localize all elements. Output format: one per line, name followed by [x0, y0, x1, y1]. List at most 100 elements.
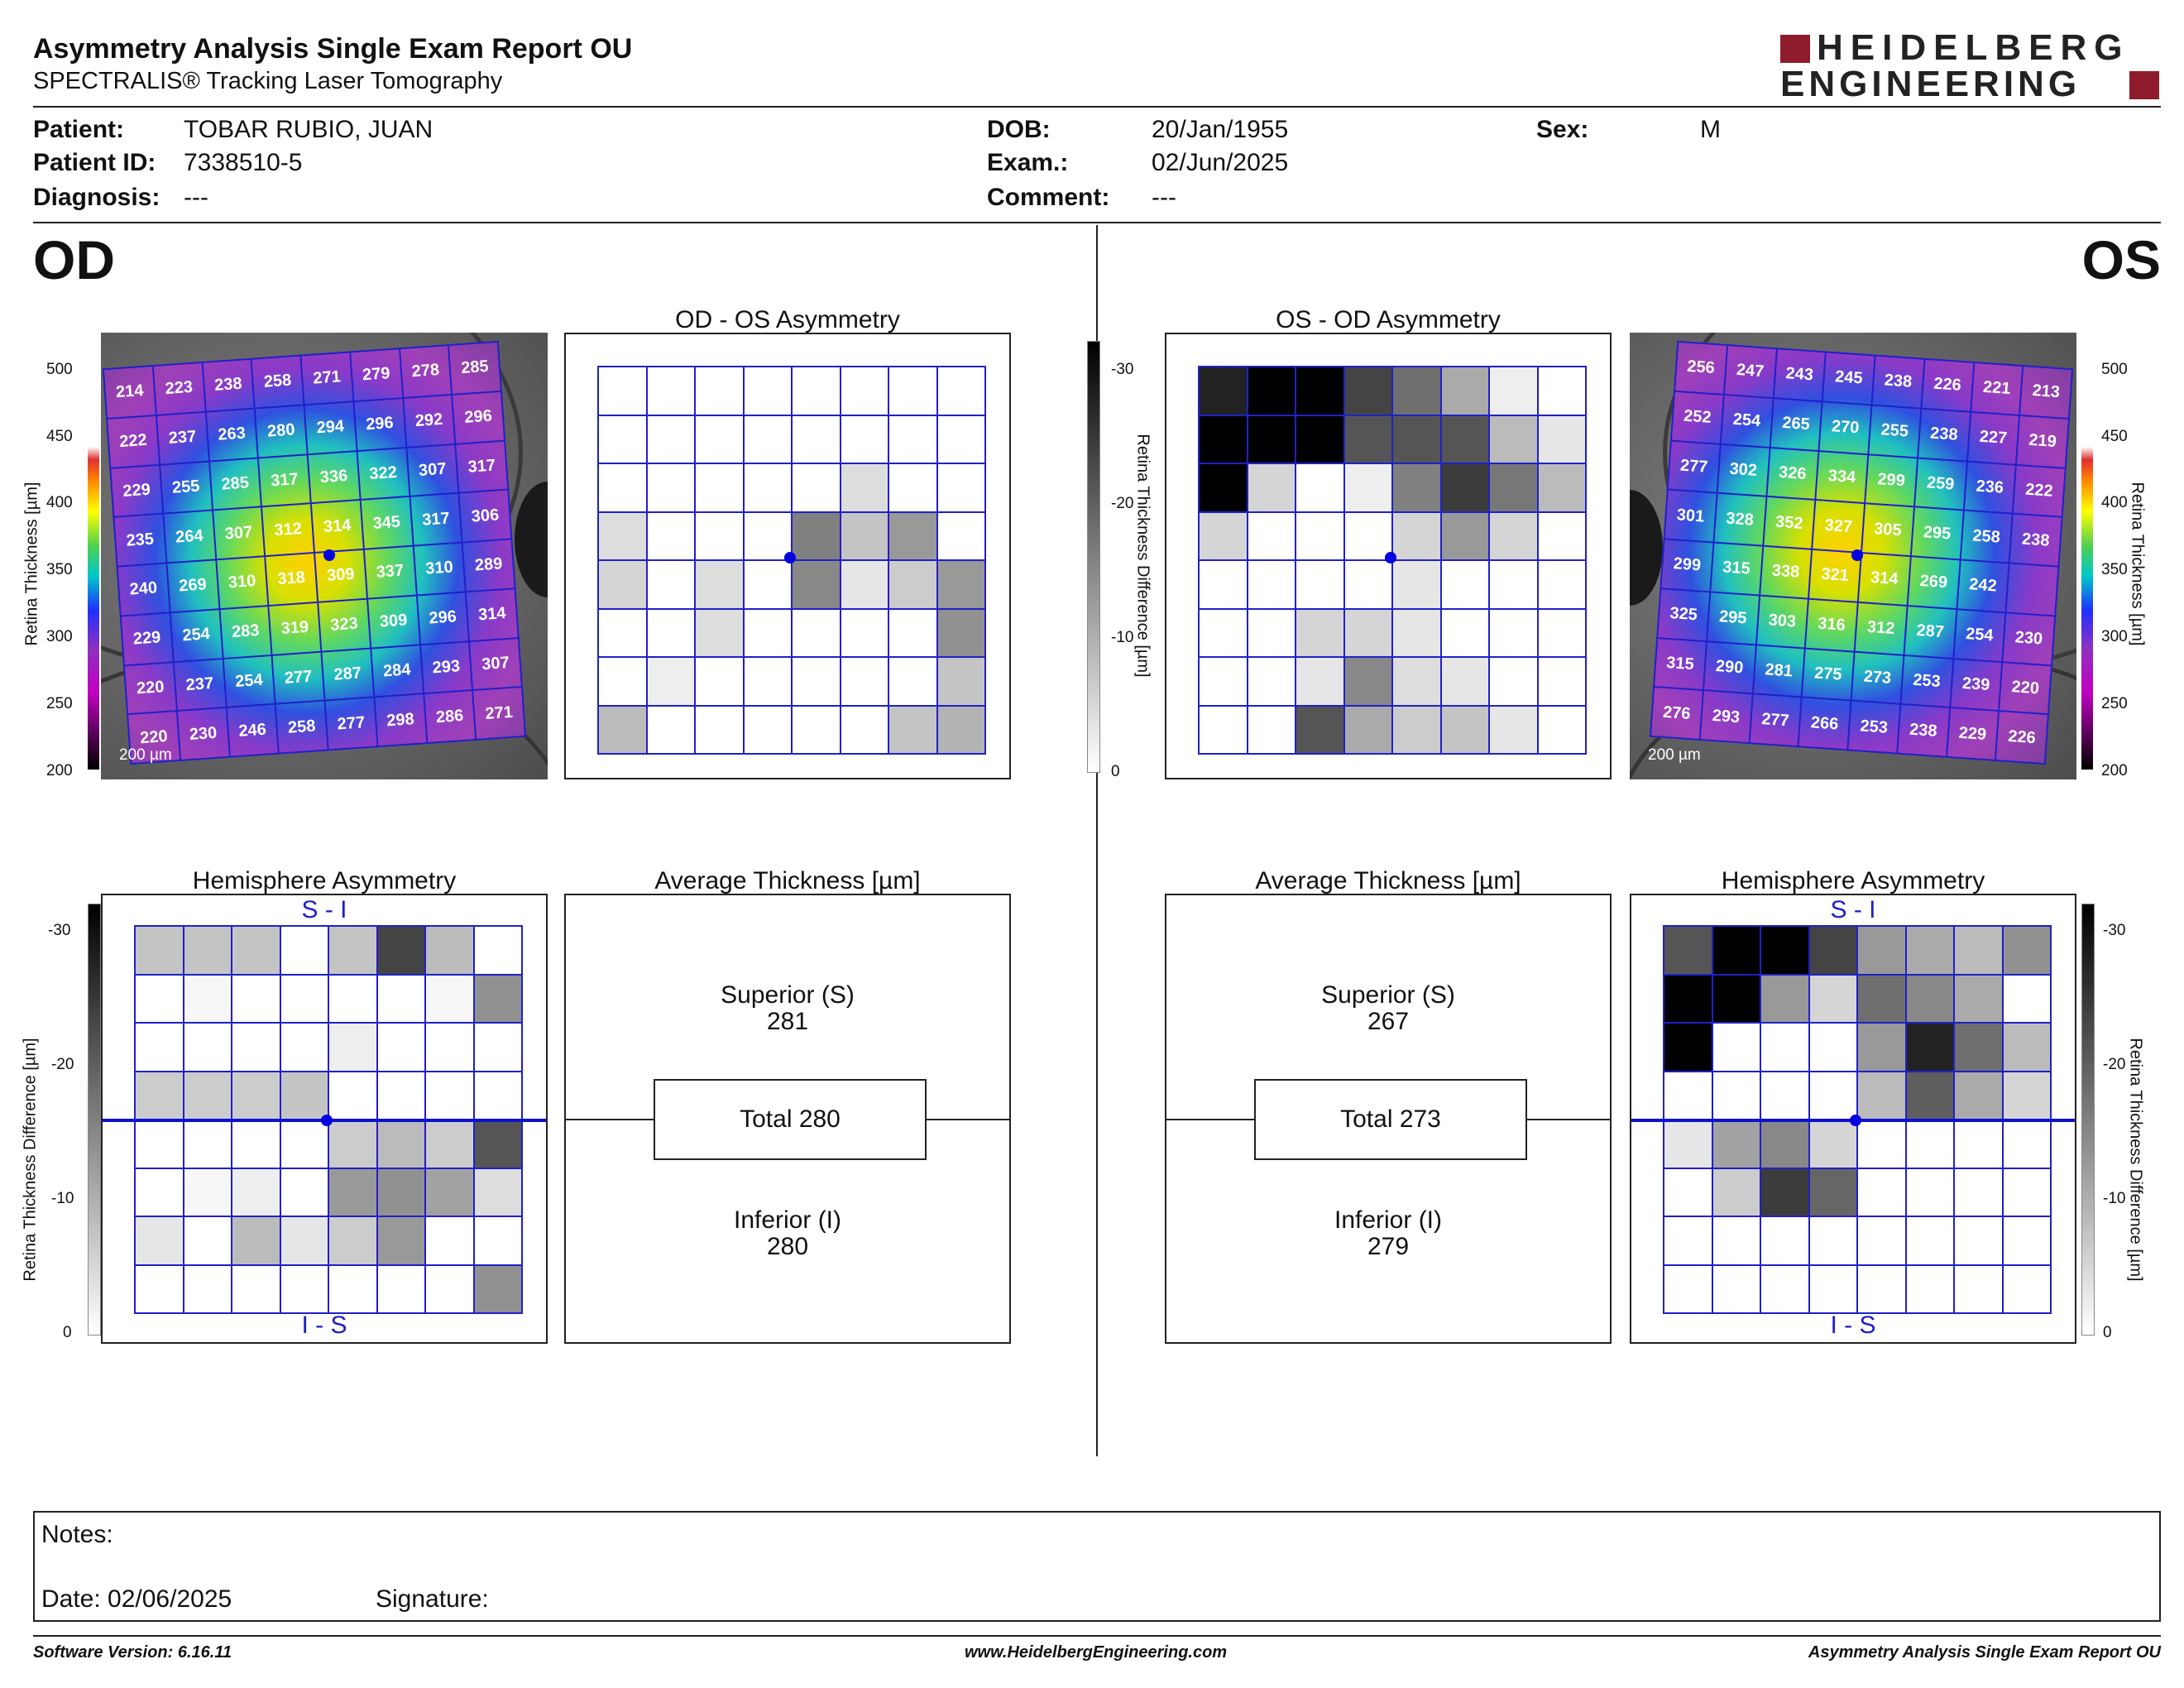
od-hemisphere-panel: S - I I - S — [101, 894, 548, 1344]
os-asym-cell — [1198, 559, 1248, 610]
od-thickness-cell: 220 — [123, 661, 177, 715]
od-average-title: Average Thickness [µm] — [654, 867, 921, 894]
od-hemi-cell — [328, 1264, 378, 1314]
od-hemi-cell — [424, 973, 475, 1024]
od-thickness-cell: 318 — [265, 553, 318, 606]
os-thickness-cell: 302 — [1717, 444, 1770, 497]
os-hemi-cell — [1856, 1119, 1907, 1169]
website-link[interactable]: www.HeidelbergEngineering.com — [965, 1643, 1228, 1662]
os-thickness-cell: 293 — [1699, 690, 1753, 744]
os-asym-cell — [1536, 463, 1587, 513]
os-hemi-cell — [2001, 925, 2052, 976]
od-hemi-cell — [424, 1167, 475, 1217]
os-superior-value: 267 — [1367, 1008, 1410, 1035]
od-thickness-cell: 284 — [370, 644, 424, 698]
os-thickness-cell: 255 — [1868, 405, 1922, 458]
center-diff-tick: -10 — [1111, 629, 1134, 646]
od-hemi-cell — [376, 973, 426, 1024]
os-hemi-cell — [1711, 1119, 1761, 1169]
od-thickness-cell: 258 — [251, 355, 304, 409]
logo-text-engineering: ENGINEERING — [1780, 64, 2081, 104]
os-thickness-cell: 220 — [1999, 661, 2052, 715]
od-hemi-cell — [376, 1216, 426, 1266]
os-thick-tick: 450 — [2101, 428, 2128, 445]
comment-label: Comment: — [987, 184, 1110, 211]
od-hemi-cell — [328, 1022, 378, 1072]
os-asym-cell — [1198, 511, 1248, 561]
od-asym-cell — [791, 463, 841, 513]
os-thickness-cell: 213 — [2019, 366, 2073, 419]
os-asym-cell — [1343, 414, 1393, 464]
os-hemi-top-label: S - I — [1830, 896, 1876, 923]
os-fovea-marker — [1851, 549, 1863, 561]
od-asym-cell — [694, 607, 745, 658]
od-thickness-cell: 240 — [117, 563, 170, 616]
os-hemi-axis-label: Retina Thickness Difference [µm] — [2126, 1038, 2145, 1282]
od-asym-cell — [597, 511, 648, 561]
footer-rule — [33, 1635, 2161, 1637]
os-asym-cell — [1198, 607, 1248, 658]
od-hemi-cell — [424, 1022, 475, 1072]
os-inferior-label: Inferior (I) — [1334, 1206, 1443, 1234]
od-asym-cell — [742, 463, 793, 513]
od-thickness-cell: 345 — [360, 496, 414, 549]
os-hemi-cell — [2001, 1070, 2052, 1120]
od-thickness-cell: 310 — [413, 542, 466, 596]
os-hemi-cell — [2001, 1264, 2052, 1314]
od-asym-cell — [791, 704, 841, 755]
os-superior-label: Superior (S) — [1321, 981, 1455, 1009]
os-thickness-cell: 273 — [1851, 651, 1904, 704]
os-thickness-cell: 243 — [1773, 348, 1827, 402]
od-thickness-cell: 323 — [318, 598, 371, 652]
os-asym-cell — [1439, 559, 1490, 610]
os-thickness-cell: 258 — [1960, 510, 2013, 563]
od-asym-cell — [791, 656, 841, 707]
notes-box[interactable]: Notes: Date: 02/06/2025 Signature: — [33, 1511, 2161, 1622]
os-thickness-cell: 253 — [1847, 700, 1901, 754]
os-hemi-fovea-marker — [1850, 1115, 1861, 1126]
exam-value: 02/Jun/2025 — [1152, 149, 1289, 176]
os-hemi-tick: -20 — [2103, 1056, 2126, 1073]
os-hemi-cell — [1663, 1167, 1713, 1217]
od-hemi-cell — [472, 1264, 523, 1314]
os-asym-cell — [1391, 704, 1442, 755]
os-hemi-tick: -30 — [2103, 922, 2126, 939]
od-hemi-cell — [279, 1119, 329, 1169]
os-thickness-cell: 239 — [1949, 658, 2003, 712]
od-hemi-fovea-marker — [321, 1115, 333, 1126]
od-asym-row — [597, 366, 986, 416]
od-thickness-cell: 277 — [271, 651, 325, 704]
os-hemi-cell — [1953, 1070, 2004, 1120]
od-thickness-cell: 296 — [353, 397, 406, 451]
os-hemisphere-panel: S - I I - S — [1630, 894, 2076, 1344]
od-thickness-cell: 289 — [462, 539, 515, 592]
od-asym-cell — [839, 607, 889, 658]
od-thickness-grid: 214 223 238 258 271 279 278 285 222 237 263 280 294 2… — [103, 341, 526, 765]
od-asym-cell — [888, 414, 938, 464]
os-asym-cell — [1295, 463, 1345, 513]
os-hemi-row — [1663, 1070, 2052, 1120]
center-divider — [1096, 225, 1098, 1456]
od-fundus-image: 214 223 238 258 271 279 278 285 222 237 263 280 294 2… — [101, 333, 548, 779]
od-thickness-cell: 296 — [452, 391, 505, 444]
os-asym-cell — [1246, 463, 1296, 513]
od-asym-cell — [839, 366, 889, 416]
os-thick-tick: 350 — [2101, 561, 2128, 578]
od-hemi-cell — [376, 1167, 426, 1217]
os-asym-cell — [1343, 559, 1393, 610]
od-asym-cell — [936, 559, 986, 610]
os-asym-row — [1198, 704, 1587, 755]
os-asym-cell — [1295, 656, 1345, 707]
os-asym-cell — [1439, 463, 1490, 513]
os-hemi-cell — [1904, 1119, 1955, 1169]
od-asym-row — [597, 559, 986, 610]
od-thickness-cell: 229 — [120, 612, 174, 665]
od-asym-cell — [791, 559, 841, 610]
os-thickness-cell: 265 — [1770, 397, 1822, 451]
os-thick-tick: 200 — [2101, 762, 2128, 779]
od-asym-cell — [839, 463, 889, 513]
od-hemi-row — [134, 973, 523, 1024]
os-thickness-cell: 238 — [1896, 703, 1950, 757]
od-thickness-cell: 317 — [455, 440, 509, 493]
od-os-asymmetry-panel — [564, 333, 1011, 779]
